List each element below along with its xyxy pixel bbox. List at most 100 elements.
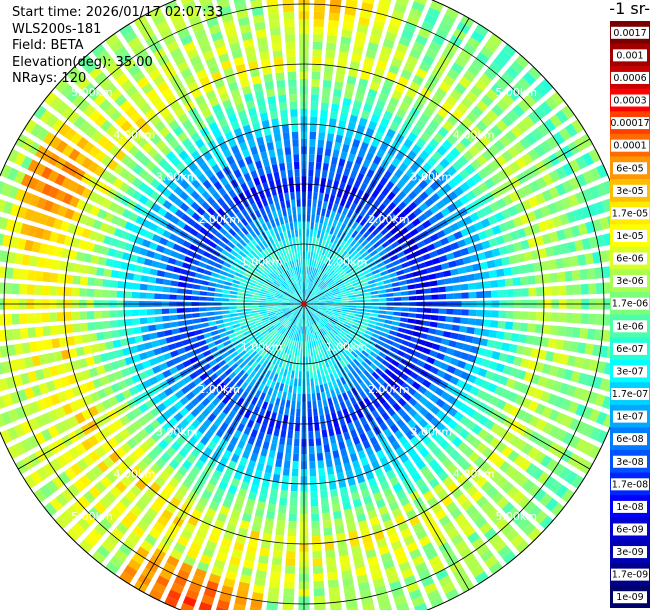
range-gate-cell (493, 139, 506, 152)
range-gate-cell (550, 312, 559, 323)
range-gate-cell (144, 62, 158, 75)
range-gate-cell (162, 229, 172, 239)
range-gate-cell (464, 164, 476, 175)
range-gate-cell (459, 181, 470, 193)
range-gate-cell (548, 409, 560, 422)
range-gate-cell (259, 298, 267, 301)
range-gate-cell (151, 395, 162, 405)
range-gate-cell (289, 505, 298, 514)
range-gate-cell (428, 273, 437, 280)
range-gate-cell (579, 327, 588, 339)
range-gate-cell (452, 316, 461, 324)
range-gate-cell (196, 196, 206, 206)
range-gate-cell (94, 71, 108, 85)
range-gate-cell (389, 476, 400, 487)
range-gate-cell (236, 299, 245, 302)
range-gate-cell (316, 452, 324, 461)
range-gate-cell (173, 106, 185, 118)
range-gate-cell (230, 237, 239, 246)
range-gate-cell (263, 258, 270, 266)
range-gate-cell (16, 237, 27, 250)
range-gate-cell (119, 338, 129, 347)
range-gate-cell (291, 332, 296, 340)
range-gate-cell (423, 288, 432, 294)
range-gate-cell (165, 359, 175, 368)
range-gate-cell (100, 119, 113, 132)
range-gate-cell (358, 247, 367, 255)
range-gate-cell (289, 298, 298, 302)
range-gate-cell (74, 442, 87, 456)
range-gate-cell (305, 311, 309, 319)
range-gate-cell (312, 34, 324, 43)
range-gate-cell (109, 109, 122, 122)
range-gate-cell (552, 352, 562, 364)
range-gate-cell (313, 229, 318, 238)
range-gate-cell (434, 509, 447, 521)
range-gate-cell (268, 336, 275, 344)
range-gate-cell (465, 131, 477, 143)
range-gate-cell (414, 0, 428, 6)
range-gate-cell (60, 510, 74, 525)
range-gate-cell (325, 333, 332, 341)
range-gate-cell (486, 109, 499, 122)
range-gate-cell (387, 191, 396, 201)
range-gate-cell (259, 296, 268, 299)
range-gate-cell (134, 236, 145, 246)
range-gate-cell (105, 561, 120, 575)
range-gate-cell (481, 240, 491, 250)
range-gate-cell (561, 488, 575, 503)
range-gate-cell (345, 255, 353, 263)
range-gate-cell (181, 385, 191, 395)
range-gate-cell (426, 589, 441, 601)
range-gate-cell (60, 376, 71, 388)
range-gate-cell (251, 300, 260, 303)
range-gate-cell (368, 384, 377, 393)
range-gate-cell (173, 490, 185, 502)
range-gate-cell (262, 532, 272, 542)
range-gate-cell (350, 412, 358, 422)
range-gate-cell (215, 319, 224, 325)
range-gate-cell (293, 293, 299, 299)
range-gate-cell (512, 216, 523, 228)
range-gate-cell (496, 268, 505, 278)
range-gate-cell (383, 323, 392, 329)
range-gate-cell (385, 417, 395, 427)
range-gate-cell (334, 172, 342, 182)
range-gate-cell (341, 274, 349, 281)
range-gate-cell (336, 189, 344, 198)
range-gate-cell (207, 259, 216, 266)
range-gate-cell (267, 403, 274, 412)
range-gate-cell (324, 291, 332, 296)
range-gate-cell (230, 453, 240, 463)
range-gate-cell (257, 347, 265, 355)
range-gate-cell (389, 272, 398, 278)
ray (304, 105, 575, 304)
range-gate-cell (223, 281, 232, 286)
range-gate-cell (256, 265, 264, 272)
range-gate-cell (428, 40, 442, 53)
range-gate-cell (223, 577, 236, 588)
range-gate-cell (290, 355, 295, 363)
range-gate-cell (21, 254, 31, 266)
range-gate-cell (214, 311, 223, 316)
range-gate-cell (327, 125, 336, 135)
range-gate-cell (354, 467, 363, 477)
range-gate-cell (490, 83, 504, 96)
range-gate-cell (294, 317, 299, 325)
range-gate-cell (449, 222, 460, 232)
range-gate-cell (132, 433, 144, 444)
range-gate-cell (242, 236, 250, 244)
range-gate-cell (320, 422, 327, 431)
range-gate-cell (24, 208, 35, 221)
range-gate-cell (99, 77, 113, 91)
range-gate-cell (446, 527, 460, 540)
range-gate-cell (72, 323, 81, 333)
ray (0, 266, 304, 304)
range-gate-cell (69, 196, 80, 208)
range-gate-cell (125, 327, 135, 336)
range-gate-cell (345, 129, 354, 139)
range-gate-cell (334, 387, 341, 396)
range-gate-cell (335, 266, 342, 273)
range-gate-cell (309, 468, 317, 477)
range-gate-cell (475, 475, 488, 488)
